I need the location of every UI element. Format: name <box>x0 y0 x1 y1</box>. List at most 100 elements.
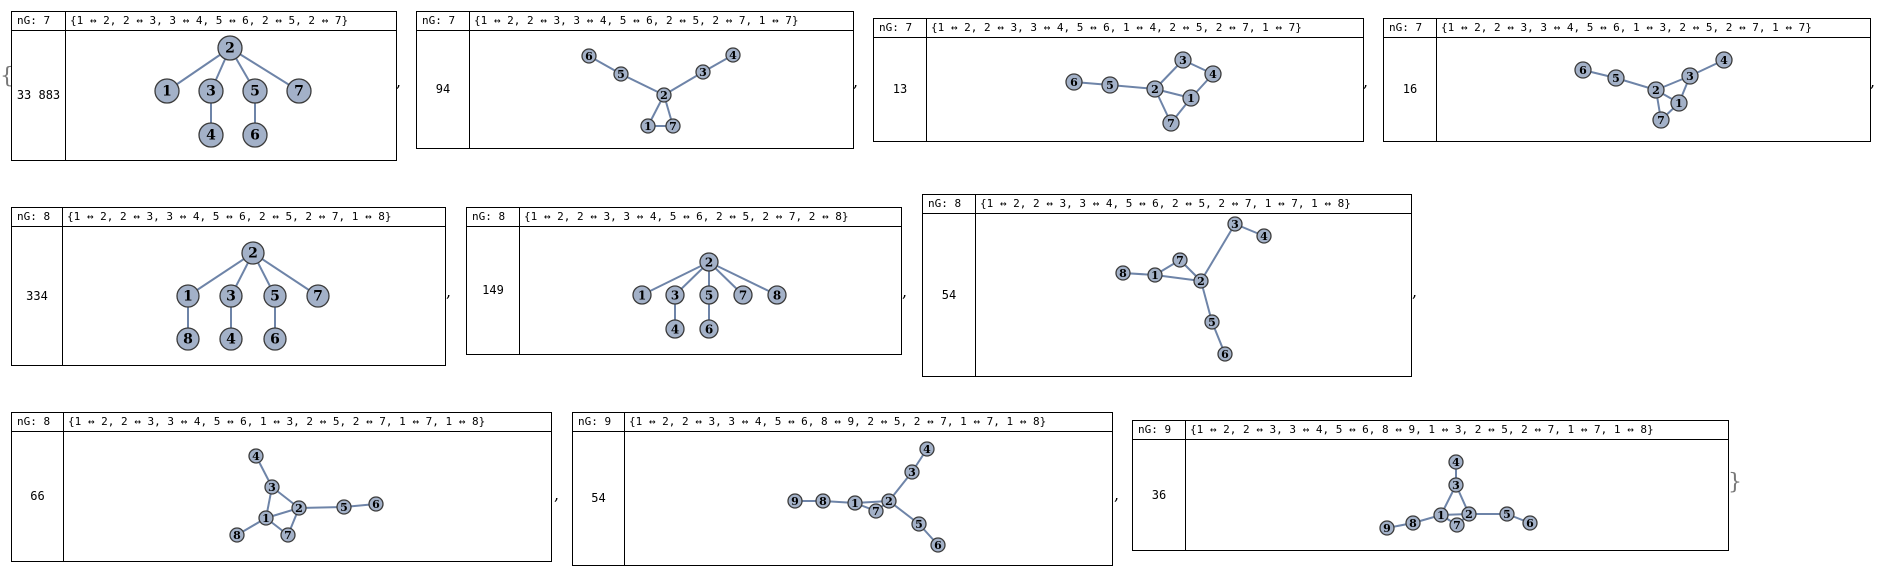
vertex-count-label: nG: 9 <box>1133 421 1171 439</box>
vertex-label: 7 <box>1176 254 1184 267</box>
graph-vertex <box>1256 228 1272 244</box>
graph-vertex <box>581 48 597 64</box>
graph-result-table: nG: 8 {1 ↔ 2, 2 ↔ 3, 3 ↔ 4, 5 ↔ 6, 2 ↔ 5,… <box>11 207 446 366</box>
vertex-label: 5 <box>250 84 260 100</box>
column-divider <box>926 37 927 141</box>
graph-result-table: nG: 7 {1 ↔ 2, 2 ↔ 3, 3 ↔ 4, 5 ↔ 6, 1 ↔ 3,… <box>1383 18 1871 142</box>
vertex-label: 2 <box>705 256 713 270</box>
graph-vertex <box>1115 265 1131 281</box>
occurrence-count: 54 <box>591 491 606 505</box>
vertex-label: 4 <box>1720 54 1728 67</box>
list-separator: , <box>1412 282 1418 301</box>
vertex-label: 1 <box>183 289 193 305</box>
graph-vertex <box>1522 515 1538 531</box>
vertex-count-label: nG: 8 <box>923 195 961 213</box>
graph-vertex <box>1172 252 1188 268</box>
graph-vertex <box>1379 520 1395 536</box>
graph-vertex <box>198 78 224 104</box>
vertex-label: 5 <box>617 68 625 81</box>
graph-vertex <box>154 78 180 104</box>
graph-vertex <box>1204 65 1222 83</box>
graph-vertex <box>1227 216 1243 232</box>
vertex-count-label: nG: 8 <box>12 208 50 226</box>
vertex-label: 8 <box>1119 267 1127 280</box>
graph-vertex <box>176 327 200 351</box>
vertex-label: 8 <box>819 495 827 508</box>
column-divider <box>63 431 64 561</box>
graph-vertex <box>1448 454 1464 470</box>
graph-vertex <box>656 87 672 103</box>
graph-vertex <box>1217 346 1233 362</box>
list-separator: , <box>853 72 859 91</box>
graph-vertex <box>1652 111 1670 129</box>
graph-vertex <box>1146 80 1164 98</box>
vertex-label: 6 <box>250 128 260 144</box>
graph-vertex <box>815 493 831 509</box>
graph-vertex <box>1182 89 1200 107</box>
vertex-label: 6 <box>1526 517 1534 530</box>
graph-result-table: nG: 9 {1 ↔ 2, 2 ↔ 3, 3 ↔ 4, 5 ↔ 6, 8 ↔ 9,… <box>1132 420 1729 551</box>
graph-vertex <box>665 285 685 305</box>
vertex-label: 3 <box>908 466 916 479</box>
graph-vertex <box>286 78 312 104</box>
vertex-count-value: 7 <box>448 14 456 27</box>
graph-drawing: 6 5 2 3 4 17 <box>1574 51 1733 129</box>
vertex-count-value: 8 <box>43 415 51 428</box>
vertex-label: 2 <box>225 41 235 57</box>
occurrence-count: 149 <box>482 283 504 297</box>
vertex-label: 7 <box>872 505 880 518</box>
vertex-label: 2 <box>248 246 258 262</box>
vertex-label: 2 <box>885 495 893 508</box>
vertex-label: 4 <box>729 49 737 62</box>
vertex-label: 5 <box>915 518 923 531</box>
graph-vertex <box>733 285 753 305</box>
graph-vertex <box>176 284 200 308</box>
graph-vertex <box>264 479 280 495</box>
vertex-label: 4 <box>923 443 931 456</box>
vertex-label: 7 <box>669 120 677 133</box>
graph-vertex <box>291 500 307 516</box>
graph-vertex <box>1461 506 1477 522</box>
table-header: nG: 8 {1 ↔ 2, 2 ↔ 3, 3 ↔ 4, 5 ↔ 6, 2 ↔ 5,… <box>923 195 1411 214</box>
graph-vertex <box>1405 515 1421 531</box>
vertex-count-label: nG: 7 <box>417 12 455 30</box>
occurrence-count: 33 883 <box>16 88 61 102</box>
vertex-label: 9 <box>1383 522 1391 535</box>
vertex-count-label: nG: 7 <box>1384 19 1422 37</box>
vertex-label: 4 <box>1260 230 1268 243</box>
graph-drawing: 43 9 8 1 27 56 <box>787 441 946 553</box>
column-divider <box>624 431 625 565</box>
graph-vertex <box>248 448 264 464</box>
column-divider <box>65 30 66 160</box>
vertex-label: 5 <box>1208 316 1216 329</box>
graph-vertex <box>1101 76 1119 94</box>
graph-edge <box>1200 223 1236 282</box>
graph-drawing: 2 1 3 5 7 8 4 6 <box>176 241 330 351</box>
list-separator: , <box>396 72 402 91</box>
graph-vertex <box>632 285 652 305</box>
graph-edge <box>252 252 319 297</box>
vertex-label: 8 <box>1409 517 1417 530</box>
vertex-count-value: 8 <box>43 210 51 223</box>
graph-vertex <box>640 118 656 134</box>
column-divider <box>1185 439 1186 550</box>
graph-drawing: 6 5 2 3 4 17 <box>1065 51 1222 132</box>
vertex-label: 8 <box>233 529 241 542</box>
graph-vertex <box>665 319 685 339</box>
graph-vertex <box>1574 61 1592 79</box>
vertex-label: 3 <box>1686 70 1694 83</box>
edge-list: {1 ↔ 2, 2 ↔ 3, 3 ↔ 4, 5 ↔ 6, 8 ↔ 9, 2 ↔ … <box>624 413 1112 431</box>
graph-vertex <box>1647 81 1665 99</box>
graph-vertex <box>919 441 935 457</box>
vertex-label: 4 <box>252 450 260 463</box>
open-brace: { <box>0 64 14 89</box>
vertex-label: 5 <box>1612 72 1620 85</box>
table-header: nG: 8 {1 ↔ 2, 2 ↔ 3, 3 ↔ 4, 5 ↔ 6, 2 ↔ 5,… <box>467 208 901 227</box>
graph-vertex <box>1681 67 1699 85</box>
vertex-label: 6 <box>372 498 380 511</box>
edge-list: {1 ↔ 2, 2 ↔ 3, 3 ↔ 4, 5 ↔ 6, 2 ↔ 5, 2 ↔ … <box>519 208 901 226</box>
vertex-label: 9 <box>791 495 799 508</box>
vertex-count-value: 9 <box>604 415 612 428</box>
ng-label: nG: <box>578 415 598 428</box>
vertex-label: 3 <box>268 481 276 494</box>
